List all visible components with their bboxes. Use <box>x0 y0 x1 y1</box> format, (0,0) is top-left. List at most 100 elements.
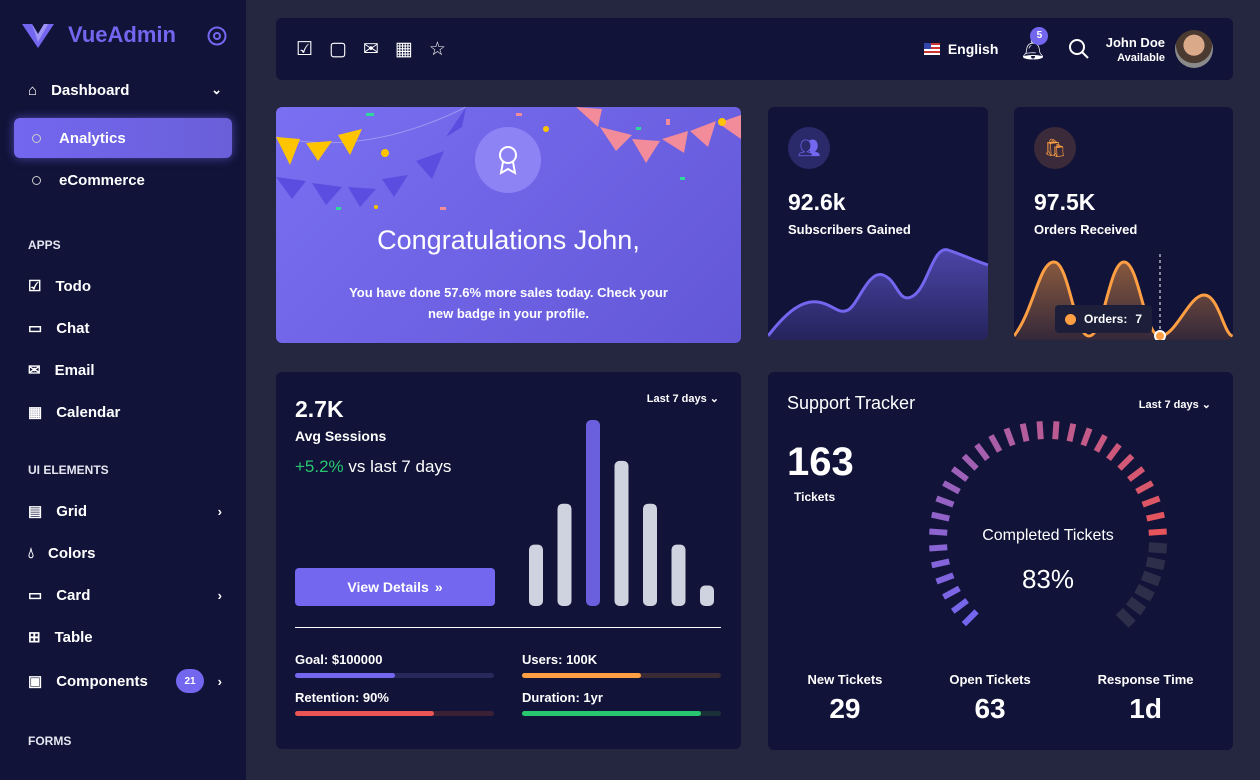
components-badge: 21 <box>176 669 204 693</box>
vue-logo-icon <box>22 24 54 48</box>
star-icon[interactable]: ☆ <box>428 38 446 60</box>
series-marker-icon <box>1065 313 1076 325</box>
user-name: John Doe <box>1105 34 1165 50</box>
sidebar-item-table[interactable]: ⊞ Table <box>14 617 232 657</box>
session-bar <box>529 544 543 606</box>
section-apps: APPS <box>28 238 61 252</box>
sidebar-item-ecommerce[interactable]: eCommerce <box>14 160 232 200</box>
orders-value: 97.5K <box>1034 189 1096 215</box>
metric-item: New Tickets 29 <box>807 672 882 725</box>
stat-progress-bar <box>295 673 494 678</box>
gauge-segment <box>942 480 961 495</box>
stat-label: Goal: $100000 <box>295 652 383 667</box>
sidebar-item-calendar[interactable]: ▦ Calendar <box>14 392 232 432</box>
gauge-segment <box>988 434 1003 453</box>
gauge-segment <box>931 511 950 522</box>
stat-item: Retention: 90% <box>295 690 494 716</box>
sessions-value: 2.7K <box>295 396 344 422</box>
subscribers-label: Subscribers Gained <box>788 222 911 237</box>
session-bar <box>614 460 629 606</box>
metric-item: Open Tickets 63 <box>949 672 1030 725</box>
session-bar <box>643 503 657 606</box>
orders-card: 🛍︎ 97.5K Orders Received Orders: 7 <box>1014 107 1233 340</box>
gauge-segment <box>1115 607 1136 628</box>
sidebar-item-components[interactable]: ▣ Components 21 › <box>14 661 232 701</box>
sidebar-item-analytics[interactable]: Analytics <box>14 118 232 158</box>
congratulations-card: Congratulations John, You have done 57.6… <box>276 107 741 343</box>
layout-icon: ▤ <box>28 503 43 520</box>
gauge-segment <box>1036 421 1044 440</box>
calendar-icon[interactable]: ▦ <box>394 38 413 60</box>
gauge-segment <box>961 453 979 471</box>
gauge-segment <box>1066 423 1077 442</box>
stat-item: Users: 100K <box>522 652 721 678</box>
session-bar <box>557 503 572 606</box>
completed-tickets-gauge <box>929 421 1168 628</box>
gauge-segment <box>1080 427 1093 447</box>
support-range-dropdown[interactable]: Last 7 days ⌄ <box>1138 399 1211 411</box>
mail-icon[interactable]: ✉ <box>363 38 379 60</box>
label: Calendar <box>56 403 121 421</box>
sidebar-item-chat[interactable]: ▭ Chat <box>14 308 232 348</box>
notification-count: 5 <box>1030 26 1049 45</box>
chevron-right-icon: › <box>217 587 222 603</box>
search-icon[interactable] <box>1068 38 1090 60</box>
tooltip-value: 7 <box>1135 312 1143 326</box>
chevron-down-icon: ⌄ <box>709 393 719 405</box>
gauge-segment <box>961 609 979 627</box>
sidebar-item-card[interactable]: ▭ Card › <box>14 575 232 615</box>
sidebar-item-dashboard[interactable]: ⌂ Dashboard ⌄ <box>14 70 232 110</box>
gauge-segment <box>950 466 969 482</box>
sidebar-item-grid[interactable]: ▤ Grid › <box>14 491 232 531</box>
message-square-icon[interactable]: ▢ <box>329 38 347 60</box>
label: Chat <box>56 319 90 337</box>
user-menu[interactable]: John Doe Available <box>1106 35 1165 64</box>
label: Table <box>54 628 93 646</box>
award-icon <box>475 127 541 193</box>
sidebar-item-colors[interactable]: 💧︎ Colors <box>14 533 232 573</box>
bookmarks: ☑ ▢ ✉ ▦ ☆ <box>296 38 446 61</box>
label: Colors <box>48 544 96 562</box>
avatar[interactable] <box>1175 30 1213 68</box>
sidebar-item-todo[interactable]: ☑ Todo <box>14 266 232 306</box>
circle-icon <box>32 175 41 185</box>
metric-value: 1d <box>1129 693 1162 724</box>
pin-sidebar-icon[interactable] <box>207 26 227 46</box>
credit-card-icon: ▭ <box>28 587 43 604</box>
tickets-label: Tickets <box>794 490 836 504</box>
stat-progress-bar <box>295 711 494 716</box>
ticket-metrics: New Tickets 29 Open Tickets 63 Response Time… <box>768 672 1233 725</box>
logo[interactable]: VueAdmin <box>22 22 176 48</box>
support-title: Support Tracker <box>787 393 916 413</box>
metric-value: 29 <box>829 693 861 724</box>
sessions-range-dropdown[interactable]: Last 7 days ⌄ <box>646 393 719 405</box>
label: Analytics <box>59 129 126 147</box>
notifications-button[interactable]: 🔔︎ 5 <box>1020 26 1049 62</box>
view-details-button[interactable]: View Details» <box>295 568 495 606</box>
metric-label: New Tickets <box>807 672 883 687</box>
congrats-text: You have done 57.6% more sales today. Ch… <box>349 285 668 321</box>
circle-icon <box>32 133 41 143</box>
stat-label: Users: 100K <box>522 652 598 667</box>
top-navbar: ☑ ▢ ✉ ▦ ☆ English 🔔︎ 5 John Doe Availabl… <box>276 18 1233 80</box>
tooltip-label: Orders: <box>1084 312 1128 326</box>
label: Dashboard <box>51 81 130 99</box>
gauge-segment <box>1148 528 1167 536</box>
subscribers-value: 92.6k <box>788 189 846 215</box>
chevron-down-icon: ⌄ <box>211 82 222 97</box>
gauge-segment <box>1141 495 1161 508</box>
section-ui-elements: UI ELEMENTS <box>28 463 109 477</box>
language-selector[interactable]: English <box>923 41 999 57</box>
orders-label: Orders Received <box>1034 222 1138 237</box>
gauge-segment <box>1106 442 1122 461</box>
gauge-segment <box>1135 480 1154 495</box>
sidebar-item-email[interactable]: ✉ Email <box>14 350 232 390</box>
gauge-segment <box>1003 427 1016 447</box>
label: Grid <box>56 502 88 520</box>
check-square-icon[interactable]: ☑ <box>296 38 314 60</box>
language-label: English <box>947 41 999 57</box>
orders-tooltip: Orders: 7 <box>1055 305 1153 333</box>
archive-icon: ▣ <box>28 673 43 690</box>
session-stats: Goal: $100000 Users: 100K Retention: 90% Du… <box>295 652 721 716</box>
gauge-segment <box>1019 423 1030 442</box>
